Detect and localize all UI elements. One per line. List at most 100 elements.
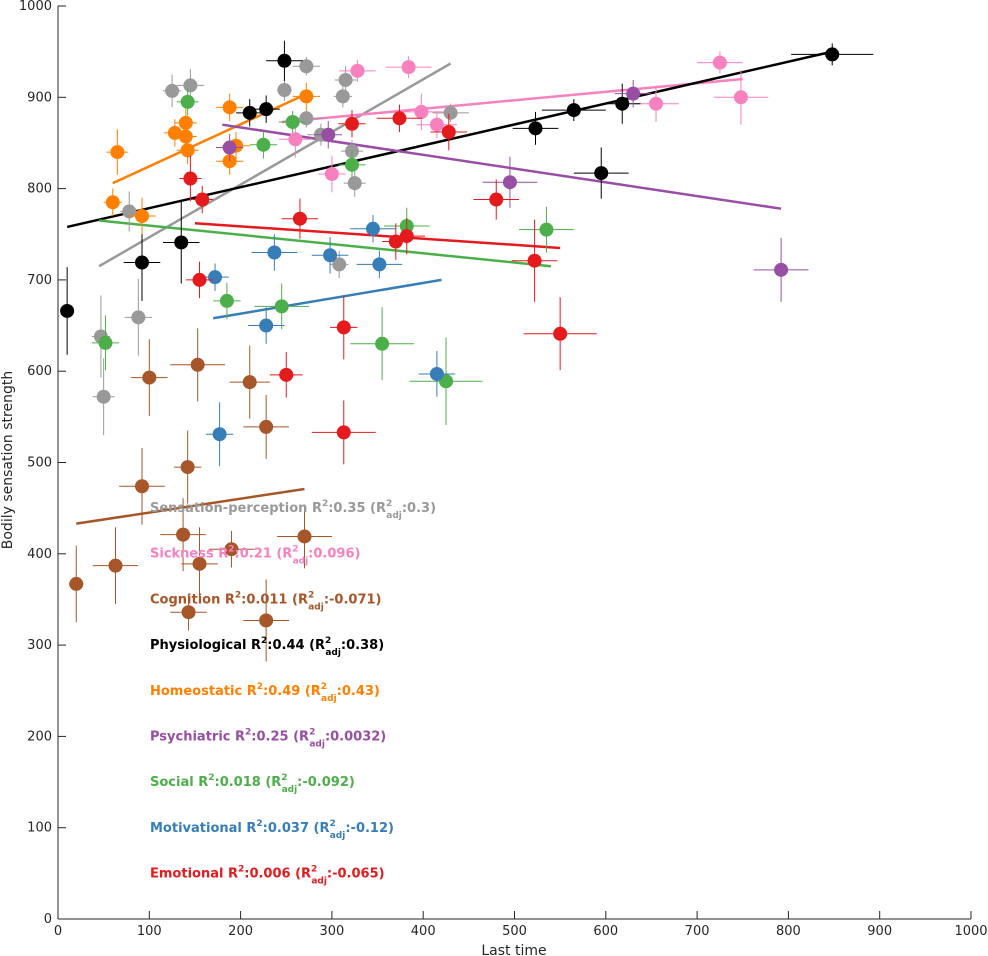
data-point [105,195,120,210]
legend-r2-value: :0.018 (R [215,775,282,790]
legend-series-name: Homeostatic R [150,684,257,699]
data-point [489,192,504,207]
legend-series-name: Sensation-perception R [150,501,322,516]
y-tick-label: 500 [27,456,52,471]
y-tick-label: 700 [27,273,52,288]
legend-r2adj-value: :0.38) [341,638,384,653]
data-point [388,234,403,249]
legend-superscript: 2 [256,819,262,829]
data-point [208,270,223,285]
legend-subscript: adj [311,877,327,887]
legend-superscript: 2 [292,545,298,555]
legend-series-name: Motivational R [150,821,256,836]
data-point [414,104,429,119]
legend: Sensation-perception R2:0.35 (R2 adj:0.3)… [150,499,436,887]
legend-entry-cognition: Cognition R2:0.011 (R2 adj:-0.071) [150,590,381,612]
y-tick-label: 1000 [19,0,52,14]
legend-r2-value: :0.35 (R [328,501,386,516]
legend-r2-value: :0.006 (R [244,867,311,882]
data-point [527,253,542,268]
series-layer [60,40,874,662]
data-point [180,94,195,109]
data-point [336,425,351,440]
x-tick-label: 800 [776,924,801,939]
y-tick-label: 0 [44,912,52,927]
legend-subscript: adj [308,602,324,612]
legend-superscript: 2 [245,728,251,738]
legend-r2-value: :0.25 (R [251,730,309,745]
data-point [344,116,359,131]
data-point [350,63,365,78]
x-axis-label: Last time [481,943,546,956]
data-point [277,82,292,97]
fit-line-homeostatic [112,91,310,185]
data-point [712,55,727,70]
data-point [649,96,664,111]
x-tick-label: 400 [411,924,436,939]
data-point [96,389,111,404]
legend-subscript: adj [386,511,402,521]
points [60,40,874,662]
data-point [299,111,314,126]
data-point [399,229,414,244]
legend-series-name: Cognition R [150,592,235,607]
y-tick-label: 900 [27,90,52,105]
legend-r2-value: :0.49 (R [263,684,321,699]
data-point [108,558,123,573]
data-point [297,529,312,544]
legend-superscript: 2 [308,590,314,600]
x-tick-label: 0 [54,924,62,939]
data-point [274,299,289,314]
legend-r2-value: :0.011 (R [241,592,308,607]
y-axis-label: Bodily sensation strength [0,371,16,549]
legend-superscript: 2 [321,682,327,692]
y-tick-label: 600 [27,364,52,379]
legend-r2adj-value: :0.3) [402,501,436,516]
data-point [299,59,314,74]
legend-superscript: 2 [228,545,234,555]
data-point [277,53,292,68]
fit-line-physiological [66,50,833,229]
data-point [375,336,390,351]
data-point [259,419,274,434]
x-tick-label: 600 [593,924,618,939]
fit-line-motivational [213,278,442,320]
legend-subscript: adj [282,785,298,795]
legend-series-name: Emotional R [150,867,238,882]
data-point [134,208,149,223]
series-motivational [201,215,456,467]
legend-r2adj-value: :-0.071) [324,592,382,607]
x-tick-label: 1000 [954,924,987,939]
fit-line-social [98,219,552,268]
x-tick-label: 200 [228,924,253,939]
legend-entry-motivational: Motivational R2:0.037 (R2 adj:-0.12) [150,819,394,841]
data-point [98,335,113,350]
data-point [259,613,274,628]
data-point [502,175,517,190]
data-point [825,47,840,62]
x-tick-label: 700 [685,924,710,939]
legend-r2adj-value: :-0.065) [327,867,385,882]
legend-r2adj-value: :0.096) [308,547,360,562]
legend-superscript: 2 [309,728,315,738]
legend-entry-sensation-perception: Sensation-perception R2:0.35 (R2 adj:0.3) [150,499,436,521]
data-point [285,114,300,129]
data-point [774,262,789,277]
data-point [392,111,407,126]
data-point [321,127,336,142]
data-point [365,221,380,236]
fit-line-cognition [76,487,305,525]
data-point [222,100,237,115]
y-tick-label: 100 [27,821,52,836]
series-physiological [60,40,874,355]
series-emotional [179,104,597,465]
data-point [335,89,350,104]
data-point [110,145,125,160]
y-tick-label: 800 [27,182,52,197]
legend-superscript: 2 [329,819,335,829]
data-point [134,479,149,494]
legend-subscript: adj [330,831,346,841]
fit-line-emotional [194,222,561,250]
legend-entry-homeostatic: Homeostatic R2:0.49 (R2 adj:0.43) [150,682,380,704]
